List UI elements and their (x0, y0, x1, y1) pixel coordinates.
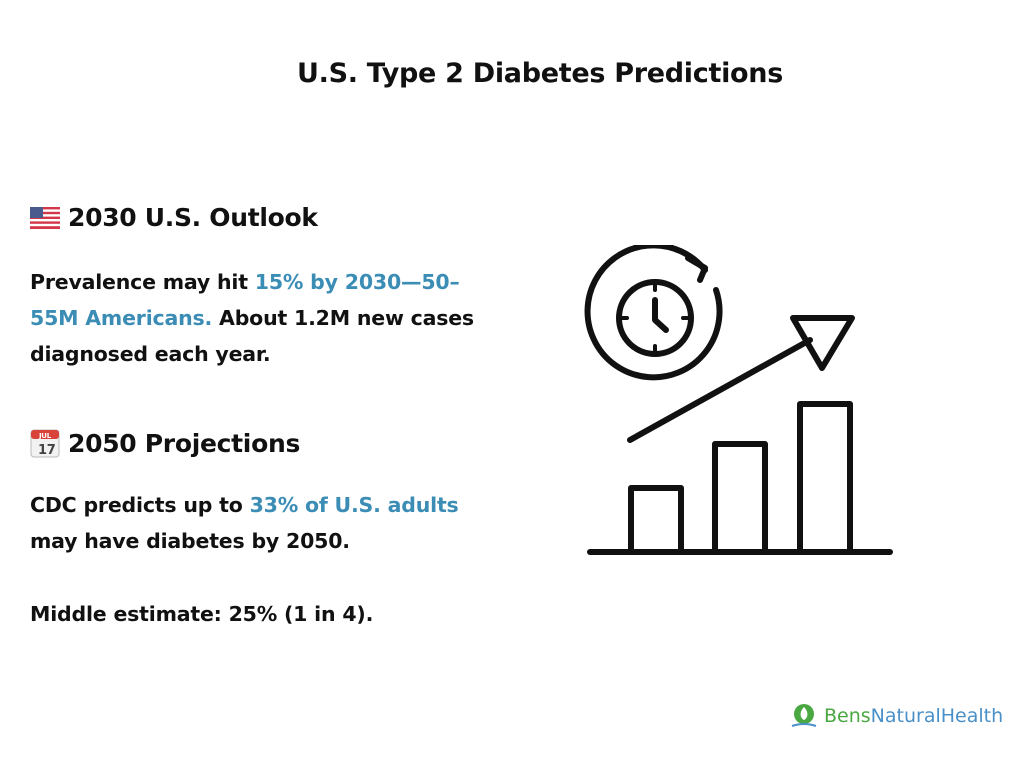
logo-text-naturalhealth: NaturalHealth (870, 705, 1004, 727)
leaf-logo-icon (791, 704, 817, 727)
section-text-2050: CDC predicts up to 33% of U.S. adults ma… (30, 487, 510, 559)
clock-growth-bar-chart-icon (584, 245, 893, 555)
logo-text-bens: Bens (824, 705, 871, 727)
middle-estimate: Middle estimate: 25% (1 in 4). (30, 602, 374, 626)
section-text-2030: Prevalence may hit 15% by 2030—50–55M Am… (30, 264, 500, 372)
calendar-icon: JUL 17 (30, 429, 60, 458)
section-heading-2030: 2030 U.S. Outlook (30, 203, 318, 232)
brand-logo: BensNaturalHealth (790, 703, 1003, 729)
page-title: U.S. Type 2 Diabetes Predictions (297, 58, 783, 89)
us-flag-icon (30, 206, 60, 229)
circular-arrow (584, 245, 723, 381)
section-heading-2050: JUL 17 2050 Projections (30, 428, 300, 458)
calendar-day: 17 (38, 443, 56, 458)
heading-text: 2050 Projections (68, 428, 301, 458)
body-text: may have diabetes by 2050. (30, 529, 350, 553)
body-text: About 1.2M new cases diagnosed each year… (30, 306, 474, 366)
highlight-text: 15% by 2030—50–55M Americans. (30, 270, 460, 330)
body-text: Prevalence may hit (30, 270, 255, 294)
heading-text: 2030 U.S. Outlook (68, 203, 318, 232)
body-text: CDC predicts up to (30, 493, 250, 517)
highlight-text: 33% of U.S. adults (249, 493, 459, 517)
calendar-month: JUL (38, 432, 52, 440)
